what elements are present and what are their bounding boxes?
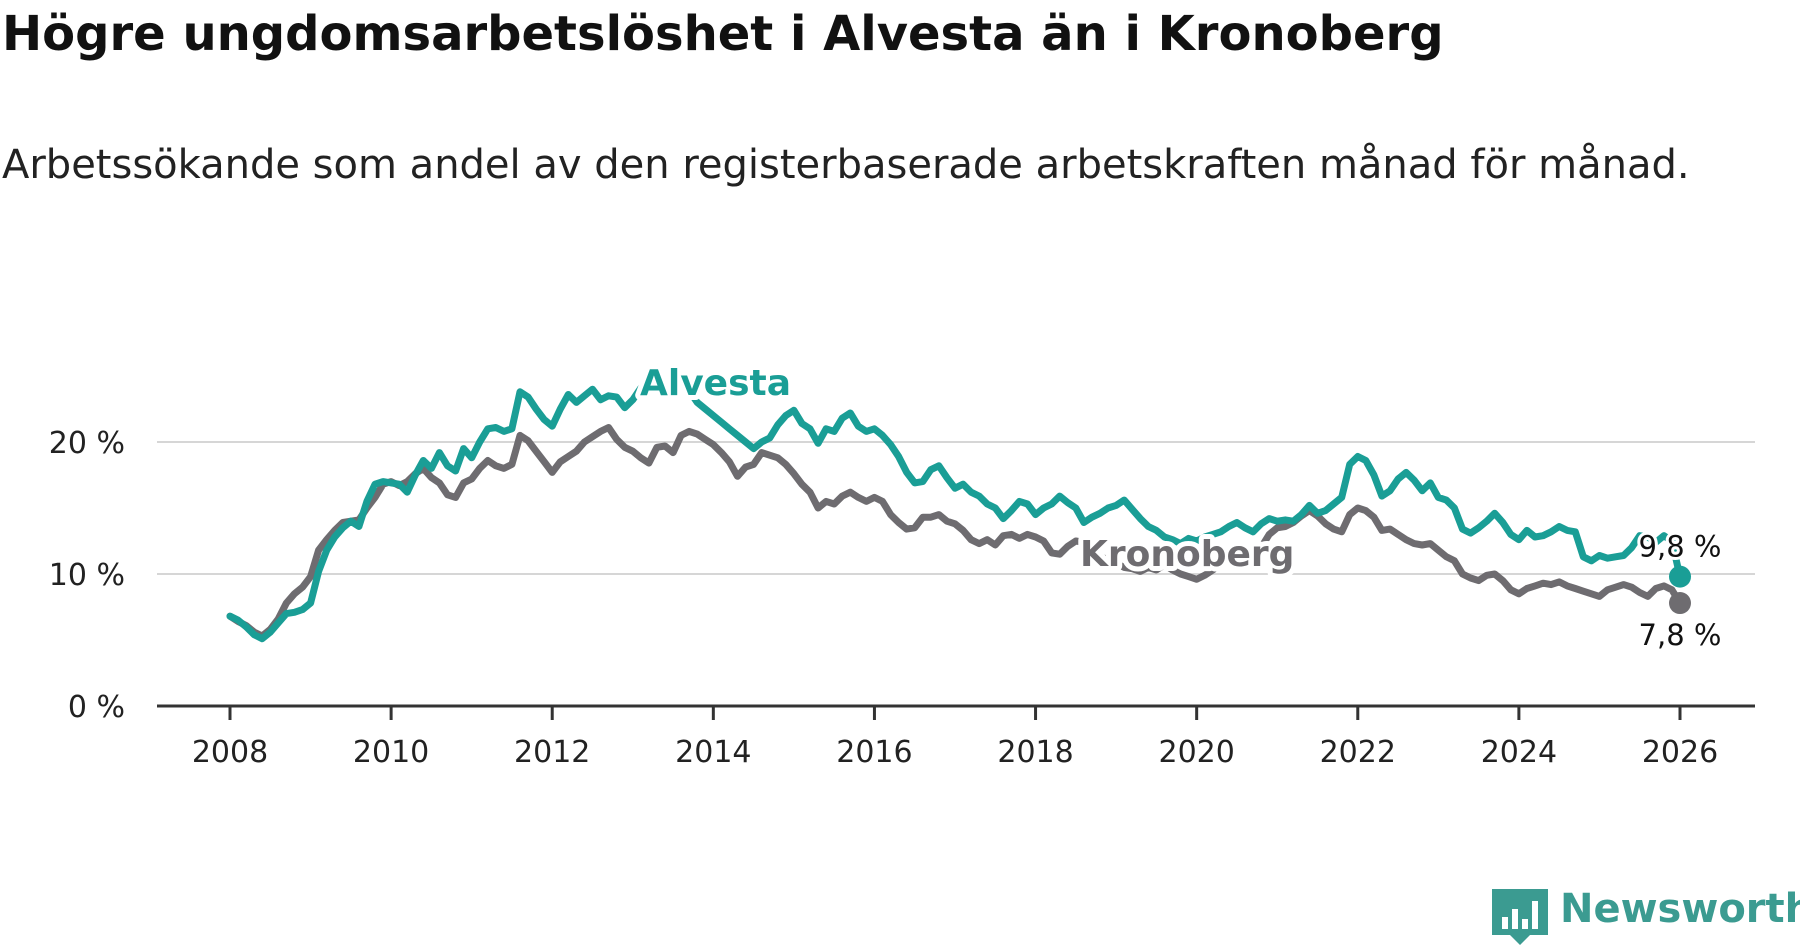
series-label-kronoberg: Kronoberg [1080,534,1294,575]
x-tick-label: 2008 [192,735,268,770]
series-label-alvesta: Alvesta [640,363,791,404]
series-line-alvesta [226,377,1684,643]
series-line-kronoberg [226,424,1684,640]
y-tick-label: 10 % [49,558,125,593]
newsworthy-logo [1492,889,1548,945]
y-axis: 0 % 10 % 20 % [49,426,125,725]
x-tick-label: 2012 [514,735,590,770]
end-point-kronoberg [1669,592,1691,615]
chart-title: Högre ungdomsarbetslöshet i Alvesta än i… [2,6,1444,62]
newsworthy-logo-text: Newsworthy [1560,886,1800,932]
end-label-kronoberg: 7,8 % [1639,618,1722,652]
x-axis: 2008 2010 2012 2014 2016 2018 2020 2022 2024 2026 [157,704,1755,770]
x-tick-label: 2022 [1320,735,1396,770]
y-tick-label: 0 % [68,690,125,725]
gridlines [157,441,1755,575]
end-label-alvesta: 9,8 % [1639,530,1722,564]
x-tick-label: 2014 [675,735,751,770]
x-tick-label: 2026 [1642,735,1718,770]
x-tick-label: 2016 [836,735,912,770]
x-tick-label: 2018 [997,735,1073,770]
end-point-alvesta [1669,565,1691,588]
chart-subtitle: Arbetssökande som andel av den registerb… [2,142,1690,188]
x-tick-label: 2024 [1481,735,1557,770]
x-tick-label: 2020 [1158,735,1234,770]
series-labels: Alvesta Kronoberg 9,8 % 7,8 % [635,358,1724,655]
y-tick-label: 20 % [49,426,125,461]
series-lines [226,377,1691,643]
x-tick-label: 2010 [353,735,429,770]
newsworthy-logo-icon [1492,889,1548,945]
